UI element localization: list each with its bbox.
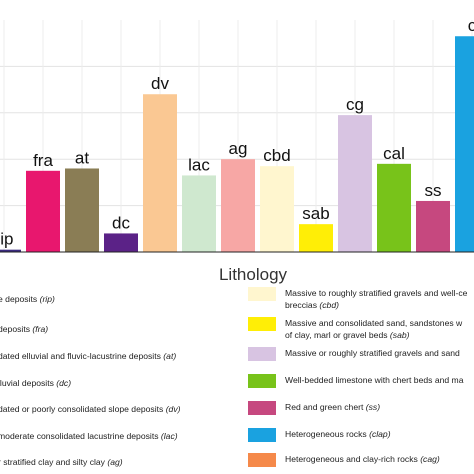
bar-label-lac: lac bbox=[188, 155, 210, 174]
legend: e deposits (rip) deposits (fra) dated ellu… bbox=[0, 287, 468, 467]
bar-rip bbox=[0, 249, 21, 252]
x-axis-title: Lithology bbox=[219, 265, 288, 284]
legend-entry-right: Massive to roughly stratified gravels an… bbox=[285, 288, 468, 298]
bar-cbd bbox=[260, 166, 294, 252]
bar-clap bbox=[455, 36, 474, 252]
legend-entry-right-line2: breccias (cbd) bbox=[285, 300, 339, 310]
legend-swatch bbox=[248, 317, 276, 331]
legend-entry-right: Heterogeneous and clay-rich rocks (cag) bbox=[285, 454, 440, 464]
bar-label-cg: cg bbox=[346, 95, 364, 114]
legend-swatch bbox=[248, 287, 276, 301]
bar-label-ss: ss bbox=[425, 181, 442, 200]
bar-sab bbox=[299, 224, 333, 252]
bar-cg bbox=[338, 115, 372, 253]
bars bbox=[0, 36, 474, 253]
bar-dv bbox=[143, 94, 177, 253]
bar-fra bbox=[26, 170, 60, 252]
bar-label-at: at bbox=[75, 148, 89, 167]
legend-entry-left: moderate consolidated lacustrine deposit… bbox=[0, 431, 178, 441]
bar-label-fra: fra bbox=[33, 151, 53, 170]
legend-entry-right: Well-bedded limestone with chert beds an… bbox=[285, 375, 464, 385]
bar-label-ag: ag bbox=[229, 139, 248, 158]
bar-label-cbd: cbd bbox=[263, 146, 290, 165]
legend-entry-left: r stratified clay and silty clay (ag) bbox=[0, 457, 123, 467]
legend-swatch bbox=[248, 453, 276, 467]
bar-label-sab: sab bbox=[302, 204, 329, 223]
legend-entry-left: dated elluvial and fluvic-lacustrine dep… bbox=[0, 351, 176, 361]
legend-entry-right: Red and green chert (ss) bbox=[285, 402, 380, 412]
legend-entry-right: Massive and consolidated sand, sandstone… bbox=[285, 318, 463, 328]
bar-label-dv: dv bbox=[151, 74, 169, 93]
legend-entry-left: lluvial deposits (dc) bbox=[0, 378, 71, 388]
legend-swatch bbox=[248, 374, 276, 388]
bar-at bbox=[65, 168, 99, 252]
bar-lac bbox=[182, 175, 216, 252]
bar-label-dc: dc bbox=[112, 213, 130, 232]
legend-entry-left: deposits (fra) bbox=[0, 324, 48, 334]
legend-swatch bbox=[248, 428, 276, 442]
bar-ag bbox=[221, 159, 255, 252]
legend-entry-right: Heterogeneous rocks (clap) bbox=[285, 429, 391, 439]
bar-label-cal: cal bbox=[383, 144, 405, 163]
bar-ss bbox=[416, 200, 450, 252]
bar-label-rip: rip bbox=[0, 230, 13, 249]
legend-entry-right: Massive or roughly stratified gravels an… bbox=[285, 348, 460, 358]
bar-dc bbox=[104, 233, 138, 252]
legend-entry-left: dated or poorly consolidated slope depos… bbox=[0, 404, 181, 414]
legend-swatch bbox=[248, 401, 276, 415]
legend-entry-right-line2: of clay, marl or gravel beds (sab) bbox=[285, 330, 410, 340]
bar-cal bbox=[377, 163, 411, 252]
legend-swatch bbox=[248, 347, 276, 361]
legend-entry-left: e deposits (rip) bbox=[0, 294, 55, 304]
bar-label-clap: c bbox=[468, 16, 474, 35]
